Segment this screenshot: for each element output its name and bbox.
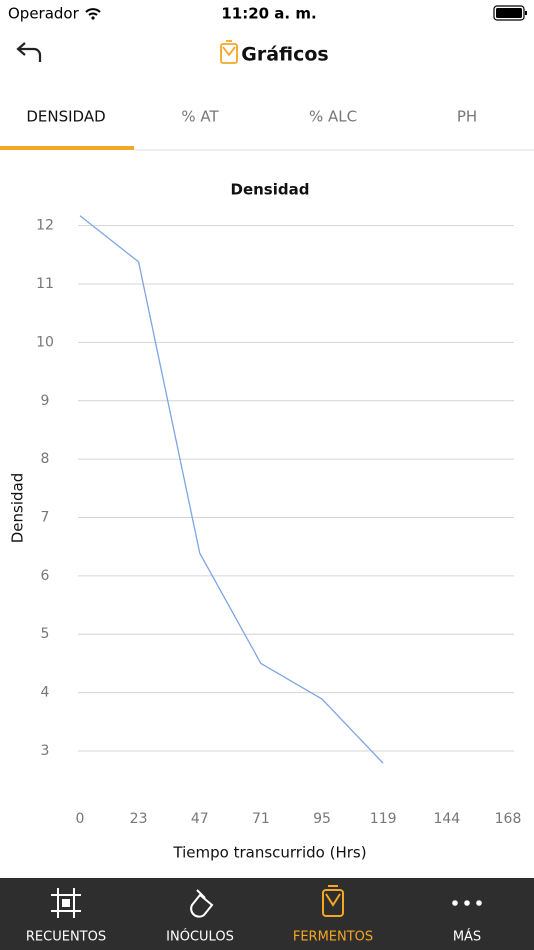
nav-item[interactable]: MÁS (453, 929, 481, 945)
wifi-icon (85, 8, 101, 16)
chart-title: Densidad (231, 181, 310, 199)
battery-level (496, 8, 522, 18)
carrier: Operador (8, 5, 80, 23)
y-tick-label: 3 (41, 743, 50, 759)
x-tick-label: 47 (191, 811, 209, 827)
y-tick-label: 6 (41, 568, 50, 584)
x-tick-label: 23 (130, 811, 148, 827)
inoculos-icon (190, 889, 214, 918)
y-tick-label: 11 (36, 276, 54, 292)
header-title: Gráficos (241, 44, 329, 66)
x-tick-label: 144 (433, 811, 460, 827)
y-tick-label: 8 (41, 451, 50, 467)
recuentos-icon (51, 888, 81, 918)
x-tick-label: 119 (370, 811, 397, 827)
tab[interactable]: DENSIDAD (26, 108, 105, 126)
nav-item[interactable]: FERMENTOS (293, 930, 373, 945)
y-tick-label: 5 (41, 626, 50, 642)
x-tick-label: 95 (313, 811, 331, 827)
mas-icon (452, 900, 482, 906)
x-axis-label: Tiempo transcurrido (Hrs) (172, 844, 366, 862)
y-tick-label: 7 (41, 510, 50, 526)
x-tick-label: 71 (252, 811, 270, 827)
tab[interactable]: % ALC (309, 108, 357, 126)
bottom-nav (0, 878, 534, 950)
header-icon (220, 40, 238, 64)
y-tick-label: 4 (41, 685, 50, 701)
tab[interactable]: % AT (181, 108, 219, 126)
back-button[interactable] (16, 42, 42, 62)
y-tick-label: 12 (36, 218, 54, 234)
nav-item[interactable]: RECUENTOS (26, 930, 106, 945)
x-tick-label: 0 (76, 811, 85, 827)
clock: 11:20 a. m. (221, 5, 316, 23)
active-tab-indicator (0, 146, 134, 150)
wifi-dot (91, 16, 95, 20)
battery-tip (525, 11, 527, 15)
fermentos-icon (322, 885, 344, 917)
y-tick-label: 10 (36, 334, 54, 350)
y-axis-label: Densidad (9, 473, 27, 544)
tab[interactable]: PH (457, 108, 477, 126)
battery (493, 5, 525, 21)
nav-item[interactable]: INÓCULOS (166, 929, 234, 945)
y-tick-label: 9 (41, 393, 50, 409)
x-tick-label: 168 (495, 811, 522, 827)
data-line (79, 215, 384, 764)
